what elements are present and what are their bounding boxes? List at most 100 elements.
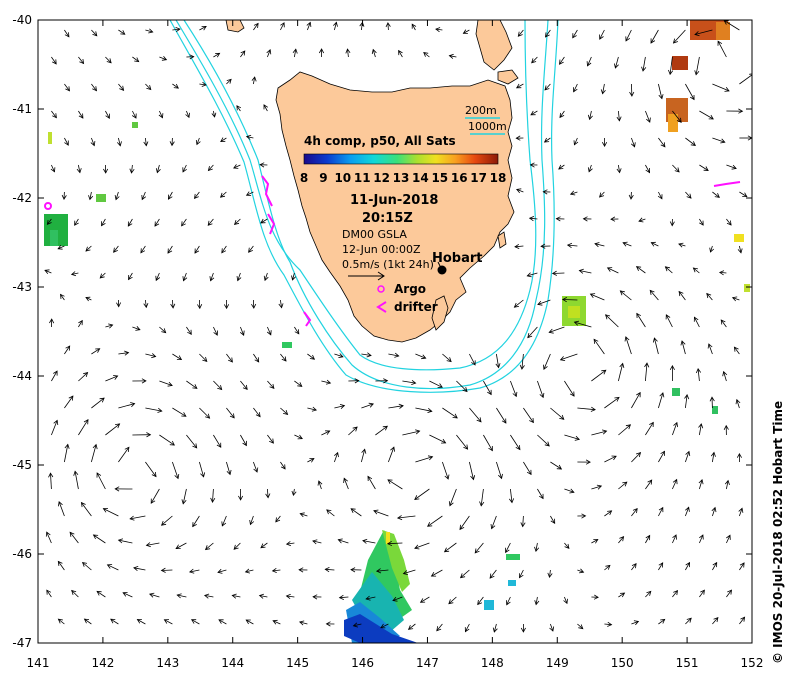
velocity-arrow [429,434,446,444]
velocity-arrow [78,56,84,64]
velocity-arrow [645,110,651,123]
velocity-arrow [186,110,190,118]
velocity-arrow-head [338,353,344,358]
velocity-arrow [46,531,52,544]
velocity-arrow [423,52,430,58]
velocity-arrow [218,619,227,625]
velocity-arrow-head [269,383,275,390]
velocity-arrow-head [160,567,166,573]
velocity-arrow-head [749,73,752,78]
velocity-arrow-head [44,269,50,275]
velocity-arrow-head [116,302,122,308]
tasmania-land [275,71,515,343]
velocity-arrow [543,353,551,370]
velocity-arrow-head [649,421,654,428]
velocity-arrow-head [106,58,112,64]
velocity-arrow [712,137,725,143]
velocity-arrow-head [143,302,149,309]
velocity-arrow-head [694,70,700,76]
velocity-arrow-head [720,319,726,325]
velocity-arrow [196,137,200,145]
king-island [225,20,245,33]
velocity-arrow [560,353,578,361]
colorbar-label: 9 [319,171,327,185]
velocity-arrow [240,50,246,58]
velocity-arrow [604,565,611,571]
velocity-arrow-head [192,443,198,449]
velocity-arrow-head [435,27,441,33]
velocity-arrow-head [742,192,748,198]
velocity-arrow [388,353,399,357]
velocity-arrow-head [692,267,698,273]
isobath-1000m [183,20,549,390]
velocity-arrow-head [272,619,278,625]
velocity-arrow-head [114,486,120,492]
velocity-arrow [286,542,295,545]
velocity-arrow-head [318,48,325,54]
velocity-arrow [338,539,349,544]
velocity-arrow-head [309,354,316,360]
velocity-arrow [699,164,709,171]
velocity-arrow-head [161,328,167,334]
velocity-arrow-head [561,297,567,303]
velocity-arrow-head [366,352,372,358]
velocity-arrow-head [520,627,526,633]
velocity-arrow [739,74,752,85]
velocity-arrow [537,380,544,398]
velocity-arrow [577,407,596,411]
velocity-arrow [280,407,288,415]
velocity-arrow [326,509,335,517]
lat-tick-label: -46 [12,547,32,561]
velocity-arrow [496,461,502,479]
velocity-arrow-head [436,626,442,632]
velocity-arrow [618,536,624,544]
velocity-arrow-head [226,469,232,476]
velocity-arrow-head [197,304,203,310]
velocity-arrow-head [607,510,613,516]
velocity-arrow [420,596,430,603]
velocity-arrow-head [569,488,575,494]
velocity-arrow-head [540,243,546,249]
velocity-arrow [175,542,187,549]
sst-colorbar [303,153,499,165]
velocity-arrow [253,461,258,473]
velocity-arrow [549,326,565,333]
velocity-arrow-head [693,316,699,322]
lat-axis: -40 -41 -42 -43 -44 -45 -46 -47 [12,13,752,650]
velocity-arrow-head [113,247,118,253]
velocity-arrow-head [530,110,536,116]
velocity-arrow [650,29,659,44]
velocity-arrow [529,217,538,220]
velocity-arrow [678,243,686,247]
velocity-arrow-head [646,590,652,596]
velocity-arrow-head [354,378,360,384]
lon-tick-label: 148 [481,656,504,670]
velocity-arrow-head [95,348,101,353]
velocity-arrow-head [685,506,690,512]
velocity-arrow-head [443,547,450,553]
velocity-arrow-head [574,435,580,441]
velocity-arrow-head [573,140,579,146]
velocity-arrow [51,110,57,118]
velocity-arrow-head [170,303,176,309]
velocity-arrow-head [636,312,641,319]
velocity-arrow [57,245,65,250]
velocity-arrow [602,83,605,94]
velocity-arrow [618,110,620,121]
velocity-arrow-head [71,589,77,596]
velocity-arrow-head [114,195,120,201]
velocity-arrow [74,218,79,226]
velocity-arrow [64,444,69,463]
velocity-arrow [353,623,362,627]
velocity-arrow-head [207,166,213,172]
velocity-arrow [631,508,638,517]
velocity-arrow-head [547,572,553,579]
velocity-arrow [46,589,52,598]
velocity-arrow-head [326,509,332,515]
velocity-arrow [712,617,719,625]
velocity-arrow-head [650,38,656,44]
lon-tick-label: 150 [611,656,634,670]
colorbar-label: 17 [470,171,487,185]
velocity-arrow-head [238,495,244,501]
velocity-arrow [159,110,163,118]
